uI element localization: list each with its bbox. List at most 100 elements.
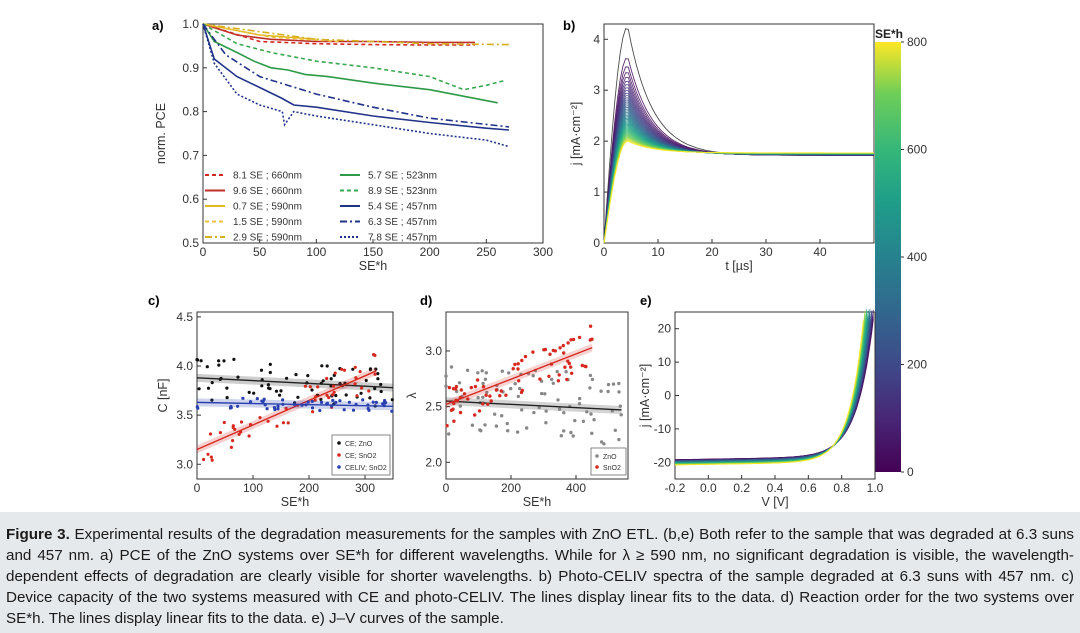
chart-c-point (316, 385, 320, 389)
chart-d-point (578, 396, 582, 401)
chart-d-point (494, 388, 499, 392)
chart-b-curve (603, 76, 874, 244)
chart-d-ylabel: λ (405, 392, 419, 399)
chart-e-ytick-label: 10 (658, 355, 672, 369)
chart-c-point (225, 396, 229, 400)
caption-background (0, 512, 1080, 633)
chart-e-curve (675, 322, 869, 463)
chart-c-ytick-label: 4.5 (176, 310, 193, 324)
chart-c-point (327, 396, 331, 400)
chart-b-curve (603, 140, 874, 244)
chart-c-point (359, 391, 363, 395)
chart-e-xtick-label: 0.2 (733, 481, 750, 495)
chart-b-ytick-label: 0 (593, 236, 600, 250)
chart-d-xtick-label: 400 (566, 481, 586, 495)
chart-c-point (222, 420, 226, 425)
chart-c-point (275, 424, 279, 428)
chart-a-series-line (202, 23, 510, 148)
chart-d-point (544, 409, 548, 413)
chart-d-point (531, 374, 535, 378)
chart-a-xtick-label: 0 (200, 245, 207, 259)
chart-d-point (485, 390, 489, 395)
chart-c-point (231, 439, 235, 443)
chart-a-series-line (202, 23, 498, 104)
chart-e-curve (675, 314, 874, 461)
chart-d-point (561, 343, 565, 348)
colorbar-tick-label: 600 (907, 143, 927, 157)
chart-b-xtick-label: 20 (705, 245, 719, 259)
chart-c-point (368, 396, 372, 400)
chart-d-point (447, 432, 451, 436)
chart-c-point (208, 432, 213, 436)
chart-d-xtick-label: 200 (501, 481, 521, 495)
chart-e-curve (675, 314, 871, 463)
chart-d-legend-marker (595, 454, 599, 458)
chart-e-jv: -0.2 0.0 0.2 0.4 0.6 0.8 1.0 -20 -10 0 10 20 V [V] j … (638, 309, 884, 509)
chart-c-legend (331, 434, 391, 476)
chart-d-fit-line (445, 346, 593, 406)
chart-d-point (466, 397, 470, 401)
chart-a-legend-label: 5.7 SE ; 523nm (368, 171, 437, 182)
chart-d-point (500, 369, 504, 373)
chart-d-point (613, 428, 617, 432)
chart-a-ytick-label: 0.8 (182, 105, 199, 119)
chart-a-xlabel: SE*h (359, 259, 388, 273)
chart-c-point (225, 386, 229, 390)
chart-c-point (325, 401, 329, 405)
chart-b-celiv: 0 10 20 30 40 0 1 2 3 4 t [µs] j [mA·cm⁻²] (569, 23, 875, 273)
chart-d-point (588, 324, 593, 328)
chart-d-point (565, 377, 569, 382)
chart-d-point (562, 411, 566, 415)
chart-d-point (555, 369, 559, 374)
chart-d-point (588, 386, 592, 390)
chart-c-point (276, 407, 280, 411)
chart-c-point (206, 386, 211, 390)
caption-text: Experimental results of the degradation … (6, 526, 1074, 627)
chart-d-point (451, 407, 455, 411)
chart-d-point (583, 364, 587, 368)
chart-d-xtick-label: 0 (443, 481, 450, 495)
chart-d-point (550, 377, 554, 382)
chart-e-curve (674, 320, 864, 466)
chart-a-legend-label: 6.3 SE ; 457nm (368, 217, 437, 228)
chart-d-point (617, 381, 621, 386)
chart-c-ylabel: C [nF] (156, 378, 170, 412)
chart-c-point (252, 391, 256, 395)
chart-d-point (590, 431, 594, 435)
chart-e-ytick-label: -10 (654, 422, 672, 436)
chart-d-point (516, 394, 520, 399)
chart-b-xtick-label: 0 (601, 245, 608, 259)
chart-c-legend-label: CE; SnO2 (345, 453, 377, 460)
chart-e-curve (675, 315, 873, 462)
chart-c-point (340, 367, 344, 371)
chart-e-curve (675, 316, 871, 462)
chart-d-point (548, 352, 552, 356)
chart-c-point (206, 452, 210, 456)
chart-c-point (344, 393, 348, 397)
chart-d-point (571, 337, 576, 342)
chart-c-point (265, 407, 269, 411)
chart-a-series-line (202, 23, 504, 91)
chart-c-point (351, 367, 355, 371)
colorbar-tick-label: 200 (907, 358, 927, 372)
chart-b-curve (603, 134, 874, 244)
colorbar: SE*h 0 200 400 600 800 (875, 27, 927, 479)
chart-e-curve (675, 312, 874, 461)
chart-d-point (547, 374, 551, 378)
panel-b-letter: b) (563, 18, 575, 33)
chart-d-point (469, 385, 473, 390)
chart-e-curve (675, 318, 871, 462)
chart-b-ytick-label: 4 (593, 32, 600, 46)
chart-b-xlabel: t [µs] (725, 259, 752, 273)
chart-c-point (318, 408, 322, 413)
chart-a-ytick-label: 0.7 (182, 148, 199, 162)
chart-c-point (229, 445, 233, 449)
chart-c-point (358, 370, 362, 374)
chart-c-point (236, 404, 240, 408)
chart-c-capacity: 0 100 200 300 3.0 3.5 4.0 4.5 SE*h C [nF] CE; ZnO C… (156, 310, 394, 509)
chart-e-curve (675, 317, 873, 462)
chart-c-point (260, 399, 264, 403)
chart-d-point (543, 392, 547, 396)
chart-d-point (517, 379, 521, 383)
chart-e-xlabel: V [V] (761, 495, 788, 509)
